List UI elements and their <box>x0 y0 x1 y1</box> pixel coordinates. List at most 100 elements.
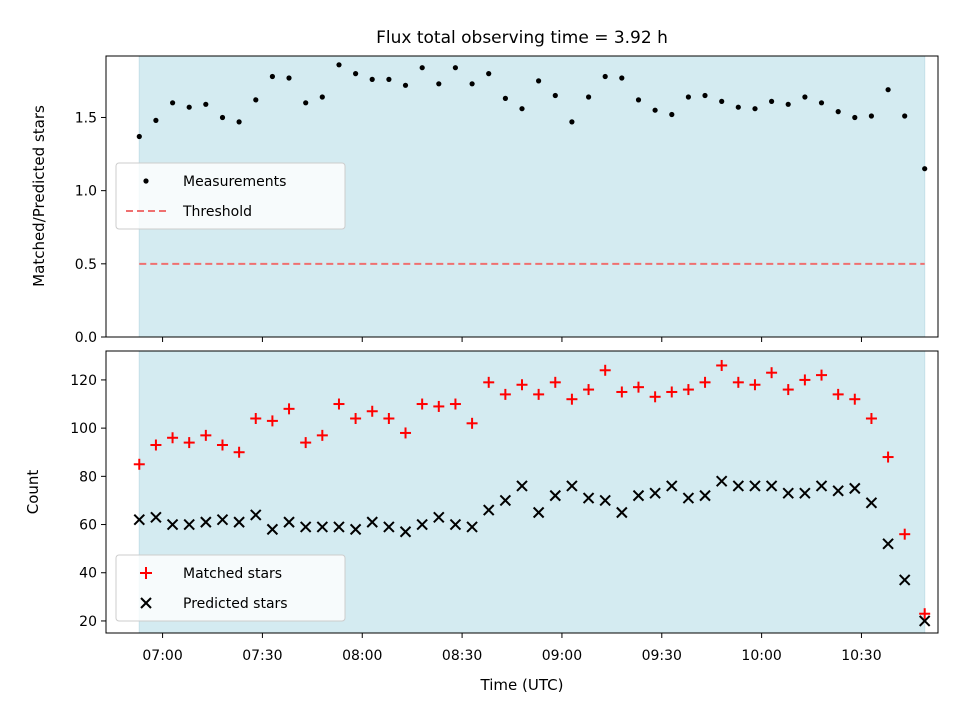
matched-star-point <box>433 400 445 412</box>
predicted-star-point <box>183 518 195 531</box>
x-axis-label: Time (UTC) <box>480 676 564 694</box>
matched-star-point <box>266 415 278 427</box>
predicted-star-point <box>899 574 911 586</box>
matched-star-point <box>283 403 295 415</box>
matched-star-point <box>449 398 461 410</box>
x-tick-label: 10:30 <box>841 648 881 664</box>
y-tick-label: 1.0 <box>75 184 97 200</box>
y-tick-label: 0.0 <box>75 330 97 346</box>
matched-star-point <box>549 376 561 388</box>
matched-star-point <box>899 528 911 540</box>
x-tick-label: 09:30 <box>642 648 682 664</box>
measurement-point <box>735 104 741 110</box>
measurement-point <box>835 109 841 115</box>
predicted-star-point <box>416 518 428 531</box>
matched-star-point <box>782 384 794 396</box>
measurement-point <box>452 65 458 71</box>
matched-star-point <box>400 427 412 439</box>
matched-star-point <box>865 412 877 424</box>
measurement-point <box>269 73 275 80</box>
predicted-star-point <box>266 523 279 536</box>
measurement-point <box>818 100 825 106</box>
matched-star-point <box>666 386 678 398</box>
predicted-star-point <box>865 497 878 509</box>
predicted-star-point <box>316 521 329 533</box>
matched-star-point <box>216 439 228 451</box>
matched-star-point <box>632 381 644 393</box>
matched-star-point <box>599 364 611 376</box>
measurement-point <box>922 166 928 172</box>
measurement-point <box>602 73 608 80</box>
bottom-legend-box <box>115 554 346 622</box>
measurement-point <box>536 78 542 84</box>
measurement-point <box>719 98 725 104</box>
measurement-point <box>419 65 425 71</box>
matched-star-point <box>516 379 528 391</box>
y-tick-label: 100 <box>70 421 97 437</box>
matched-star-point <box>583 384 595 396</box>
measurement-point <box>369 76 375 82</box>
matched-star-point <box>167 432 179 444</box>
predicted-star-point <box>815 480 828 492</box>
predicted-star-point <box>532 506 545 519</box>
matched-star-point <box>300 437 312 449</box>
predicted-star-point <box>765 480 778 492</box>
matched-star-point <box>366 405 378 417</box>
measurement-point <box>469 81 475 87</box>
y-tick-label: 80 <box>79 469 97 485</box>
measurements-series <box>136 62 928 172</box>
matched-stars-series <box>133 359 931 620</box>
y-tick-label: 120 <box>70 373 97 389</box>
matched-star-point <box>533 388 545 400</box>
matched-star-point <box>882 451 894 463</box>
chart-title: Flux total observing time = 3.92 h <box>376 28 668 48</box>
matched-star-point <box>383 412 395 424</box>
predicted-star-point <box>666 480 678 492</box>
measurement-point <box>868 113 875 119</box>
top-plot-frame <box>105 55 939 338</box>
matched-star-point <box>316 429 328 441</box>
measurement-point <box>619 75 625 81</box>
predicted-star-point <box>200 516 212 528</box>
x-tick-label: 09:00 <box>542 648 582 664</box>
top-legend-box <box>115 162 346 230</box>
measurement-point <box>219 114 226 121</box>
x-tick-label: 10:00 <box>741 648 781 664</box>
measurement-point <box>752 106 758 112</box>
matched-star-point <box>649 391 661 403</box>
predicted-star-point <box>682 492 695 504</box>
top-panel: 0.0 0.5 1.0 1.5 Matched/Predicted stars Mea… <box>30 55 939 346</box>
matched-star-point <box>682 384 694 396</box>
legend-matched-marker <box>140 567 152 579</box>
measurement-point <box>586 94 592 100</box>
measurement-point <box>353 71 359 77</box>
predicted-star-point <box>782 487 794 499</box>
predicted-star-point <box>233 516 245 528</box>
x-tick-label: 07:30 <box>242 648 282 664</box>
matched-star-point <box>699 376 711 388</box>
predicted-star-point <box>483 504 495 516</box>
measurement-point <box>402 82 409 88</box>
matched-star-point <box>732 376 744 388</box>
predicted-star-point <box>582 492 595 504</box>
bottom-plot-frame <box>105 350 939 634</box>
predicted-star-point <box>882 538 894 550</box>
predicted-star-point <box>399 526 412 538</box>
legend-threshold-label: Threshold <box>182 204 252 220</box>
measurement-point <box>286 75 292 81</box>
matched-star-point <box>183 437 195 449</box>
measurement-point <box>319 94 325 100</box>
measurement-point <box>902 113 908 119</box>
measurement-point <box>852 114 858 121</box>
measurement-point <box>652 107 658 113</box>
measurement-point <box>569 119 575 125</box>
predicted-star-point <box>732 480 745 492</box>
predicted-star-point <box>283 516 295 528</box>
predicted-star-point <box>383 521 395 533</box>
bottom-x-ticks: 07:00 07:30 08:00 08:30 09:00 09:30 10:00 10:30 <box>142 633 882 664</box>
matched-star-point <box>350 412 362 424</box>
measurement-point <box>236 119 242 125</box>
measurement-point <box>635 97 642 103</box>
matched-star-point <box>832 388 844 400</box>
